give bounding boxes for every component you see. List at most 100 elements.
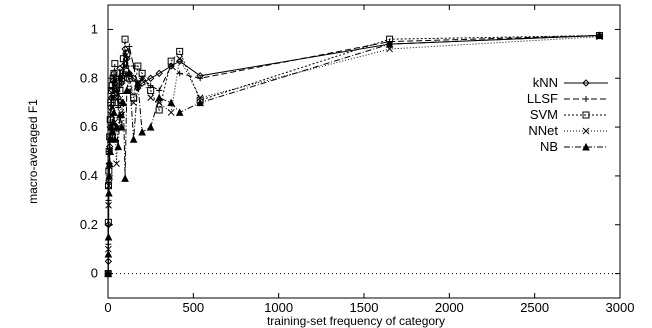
data-point-nb <box>111 135 119 143</box>
series-svm <box>104 32 604 278</box>
series-line-svm <box>107 35 600 274</box>
data-point-svm <box>110 69 118 77</box>
data-point-svm <box>121 35 129 43</box>
data-point-nb <box>155 93 164 102</box>
data-point-nb <box>104 269 112 278</box>
legend-item-knn: kNN <box>533 75 608 90</box>
data-point-nb <box>109 118 117 126</box>
data-point-nb <box>119 98 128 107</box>
data-point-svm <box>118 74 126 82</box>
legend-label-svm: SVM <box>530 107 558 122</box>
x-axis-ticks: 0 500 1000 1500 2000 2500 3000 <box>104 5 634 315</box>
data-point-nnet <box>113 160 120 168</box>
x-axis-title: training-set frequency of category <box>267 314 445 328</box>
data-point-llsf <box>197 75 204 82</box>
data-point-nb <box>105 171 114 180</box>
legend-label-nb: NB <box>540 139 558 154</box>
data-point-nnet <box>121 62 129 70</box>
x-tick-label: 1000 <box>264 300 293 315</box>
data-point-svm <box>167 57 175 65</box>
x-tick-label: 3000 <box>606 300 635 315</box>
legend-item-nnet: NNet <box>528 123 608 138</box>
legend-item-svm: SVM <box>530 107 608 122</box>
data-point-nb <box>595 31 604 40</box>
data-point-nb <box>108 127 117 136</box>
data-point-nb <box>385 39 394 48</box>
data-point-nb <box>167 98 175 107</box>
data-point-nnet <box>138 74 146 82</box>
data-point-nnet <box>105 182 113 190</box>
data-point-nnet <box>109 94 117 102</box>
data-point-nnet <box>196 94 204 102</box>
data-point-nb <box>175 108 184 116</box>
data-point-nb <box>117 122 126 131</box>
x-tick-label: 2500 <box>520 300 549 315</box>
series-line-knn <box>107 35 600 274</box>
data-point-nnet <box>147 94 155 102</box>
data-point-nb <box>105 188 113 197</box>
y-tick-label: 0.2 <box>80 217 98 232</box>
data-point-nb <box>112 122 121 131</box>
y-tick-label: 0 <box>91 266 98 281</box>
legend-marker-knn <box>582 79 590 87</box>
y-axis-title: macro-averaged F1 <box>26 99 40 204</box>
legend-marker-llsf <box>583 96 589 102</box>
legend-label-nnet: NNet <box>528 123 558 138</box>
x-tick-label: 0 <box>104 300 111 315</box>
series-layer <box>104 31 604 278</box>
data-point-nb <box>104 232 113 241</box>
data-point-nb <box>134 79 142 87</box>
data-point-nb <box>114 142 123 151</box>
series-llsf <box>105 32 603 277</box>
y-tick-label: 0.6 <box>80 119 98 134</box>
data-point-svm <box>138 69 146 77</box>
data-point-llsf <box>126 43 133 50</box>
legend-marker-nb <box>582 142 590 151</box>
data-point-nb <box>122 86 131 94</box>
legend-item-nb: NB <box>540 139 608 154</box>
data-point-nb <box>146 122 155 131</box>
data-point-nb <box>105 159 114 168</box>
series-line-nnet <box>107 36 600 274</box>
data-point-nnet <box>110 87 118 94</box>
series-line-llsf <box>107 35 600 274</box>
data-point-svm <box>176 47 184 55</box>
series-nnet <box>104 33 603 277</box>
data-point-svm <box>109 74 117 82</box>
x-tick-label: 1500 <box>350 300 379 315</box>
data-point-llsf <box>156 87 163 94</box>
series-knn <box>104 31 604 278</box>
data-point-nb <box>121 174 129 182</box>
legend-item-llsf: LLSF <box>527 91 608 106</box>
data-point-nb <box>129 135 138 143</box>
data-point-nnet <box>176 55 184 63</box>
series-line-nb <box>107 35 600 274</box>
y-tick-label: 0.8 <box>80 70 98 85</box>
legend-marker-svm <box>582 111 590 119</box>
data-point-knn <box>146 74 155 82</box>
data-point-svm <box>155 106 163 114</box>
data-point-nb <box>138 127 146 136</box>
data-point-svm <box>123 50 131 58</box>
legend-label-knn: kNN <box>533 75 558 90</box>
data-point-nb <box>110 108 118 116</box>
data-point-llsf <box>176 70 183 77</box>
data-point-nnet <box>167 109 175 116</box>
data-point-nb <box>116 110 124 119</box>
legend-label-llsf: LLSF <box>527 91 558 106</box>
data-point-nb <box>125 69 134 77</box>
data-point-svm <box>134 62 142 70</box>
x-tick-label: 2000 <box>435 300 464 315</box>
data-point-nb <box>104 249 113 258</box>
data-point-svm <box>111 60 119 68</box>
x-tick-label: 500 <box>182 300 204 315</box>
series-nb <box>104 31 604 278</box>
data-point-nb <box>106 147 115 155</box>
y-axis-ticks: 0 0.2 0.4 0.6 0.8 1 <box>80 21 620 281</box>
legend-marker-nnet <box>582 127 590 135</box>
data-point-nnet <box>120 74 127 82</box>
y-tick-label: 0.4 <box>80 168 98 183</box>
data-point-llsf <box>130 63 137 70</box>
y-tick-label: 1 <box>91 21 98 36</box>
